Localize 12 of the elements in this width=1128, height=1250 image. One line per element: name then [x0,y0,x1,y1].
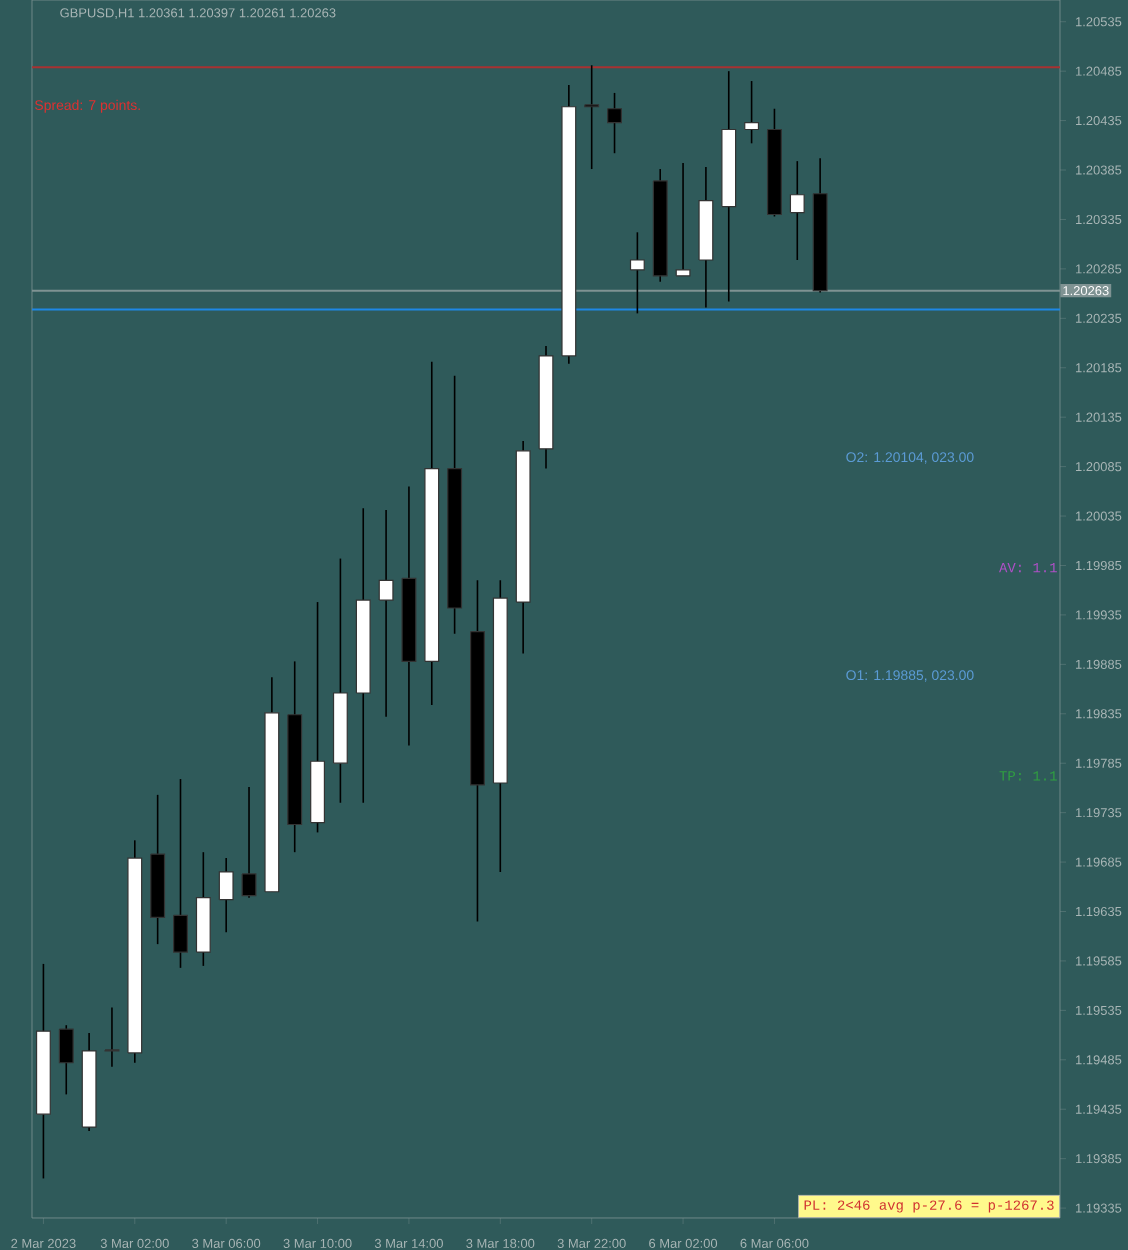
candlestick [789,160,805,261]
candlestick [629,231,645,315]
candlestick [584,64,600,170]
candlestick [104,1006,120,1068]
candlestick [744,80,760,145]
candlestick [218,857,234,934]
candlestick [58,1024,74,1096]
candlestick [675,162,691,277]
candlestick [173,778,188,969]
candlestick [378,509,394,718]
candlestick [241,786,257,899]
candlestick [607,92,622,155]
